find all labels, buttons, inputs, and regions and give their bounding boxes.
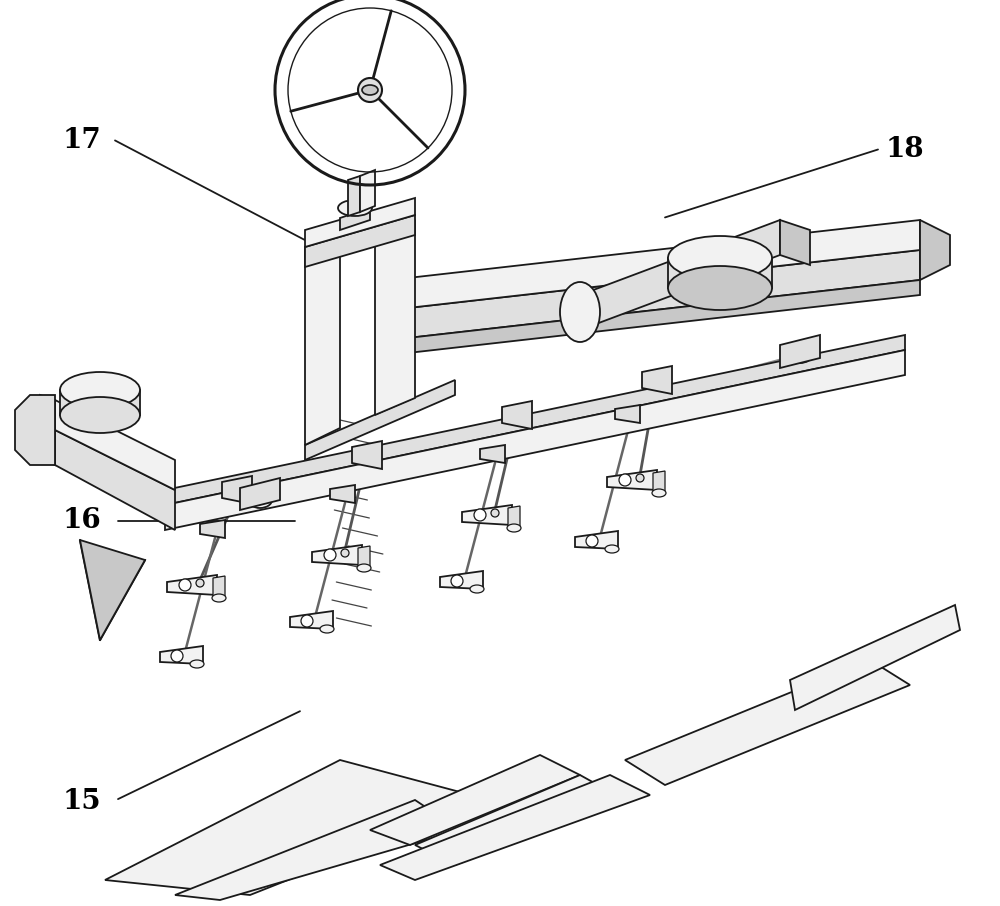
Polygon shape (305, 230, 340, 445)
Circle shape (171, 650, 183, 662)
Polygon shape (165, 335, 905, 505)
Polygon shape (175, 800, 460, 900)
Polygon shape (440, 571, 483, 589)
Ellipse shape (605, 545, 619, 553)
Polygon shape (348, 176, 360, 216)
Polygon shape (380, 775, 650, 880)
Polygon shape (305, 230, 340, 257)
Polygon shape (607, 470, 657, 490)
Polygon shape (55, 400, 175, 490)
Polygon shape (330, 485, 355, 503)
Polygon shape (462, 505, 512, 525)
Polygon shape (780, 335, 820, 368)
Text: 15: 15 (63, 788, 101, 815)
Polygon shape (508, 506, 520, 528)
Polygon shape (920, 220, 950, 280)
Ellipse shape (668, 236, 772, 280)
Ellipse shape (560, 282, 600, 342)
Polygon shape (575, 531, 618, 549)
Polygon shape (480, 445, 505, 463)
Circle shape (179, 579, 191, 591)
Polygon shape (615, 405, 640, 423)
Ellipse shape (668, 266, 772, 310)
Circle shape (358, 78, 382, 102)
Circle shape (619, 474, 631, 486)
Polygon shape (240, 478, 280, 510)
Polygon shape (15, 395, 55, 465)
Ellipse shape (190, 660, 204, 668)
Polygon shape (375, 220, 415, 415)
Ellipse shape (507, 524, 521, 532)
Ellipse shape (212, 594, 226, 602)
Polygon shape (390, 250, 920, 340)
Polygon shape (167, 575, 217, 595)
Polygon shape (222, 476, 252, 504)
Polygon shape (165, 350, 905, 530)
Polygon shape (305, 380, 455, 460)
Polygon shape (340, 208, 370, 230)
Polygon shape (312, 545, 362, 565)
Polygon shape (642, 366, 672, 394)
Circle shape (636, 474, 644, 482)
Polygon shape (160, 646, 203, 664)
Polygon shape (305, 215, 415, 267)
Ellipse shape (248, 492, 272, 508)
Text: 17: 17 (63, 127, 101, 154)
Ellipse shape (60, 372, 140, 408)
Ellipse shape (652, 489, 666, 497)
Text: 18: 18 (886, 136, 924, 163)
Polygon shape (390, 220, 920, 310)
Polygon shape (80, 540, 145, 640)
Polygon shape (415, 775, 625, 865)
Polygon shape (502, 401, 532, 429)
Ellipse shape (338, 200, 372, 216)
Polygon shape (653, 471, 665, 493)
Circle shape (324, 549, 336, 561)
Ellipse shape (470, 585, 484, 593)
Ellipse shape (320, 625, 334, 633)
Polygon shape (213, 576, 225, 598)
Polygon shape (358, 546, 370, 568)
Polygon shape (390, 280, 920, 355)
Polygon shape (55, 430, 175, 530)
Polygon shape (668, 258, 772, 288)
Polygon shape (60, 390, 140, 415)
Circle shape (301, 615, 313, 627)
Ellipse shape (362, 85, 378, 95)
Polygon shape (780, 220, 810, 265)
Text: 16: 16 (63, 507, 101, 535)
Ellipse shape (788, 347, 812, 363)
Polygon shape (305, 198, 415, 247)
Circle shape (451, 575, 463, 587)
Polygon shape (370, 755, 580, 845)
Circle shape (196, 579, 204, 587)
Circle shape (341, 549, 349, 557)
Polygon shape (40, 395, 55, 465)
Polygon shape (625, 660, 910, 785)
Polygon shape (105, 760, 490, 895)
Polygon shape (352, 441, 382, 469)
Polygon shape (790, 605, 960, 710)
Polygon shape (290, 611, 333, 629)
Polygon shape (580, 220, 780, 330)
Ellipse shape (60, 397, 140, 433)
Circle shape (491, 509, 499, 517)
Ellipse shape (357, 564, 371, 572)
Polygon shape (360, 170, 375, 212)
Polygon shape (200, 520, 225, 538)
Circle shape (474, 509, 486, 521)
Circle shape (586, 535, 598, 547)
